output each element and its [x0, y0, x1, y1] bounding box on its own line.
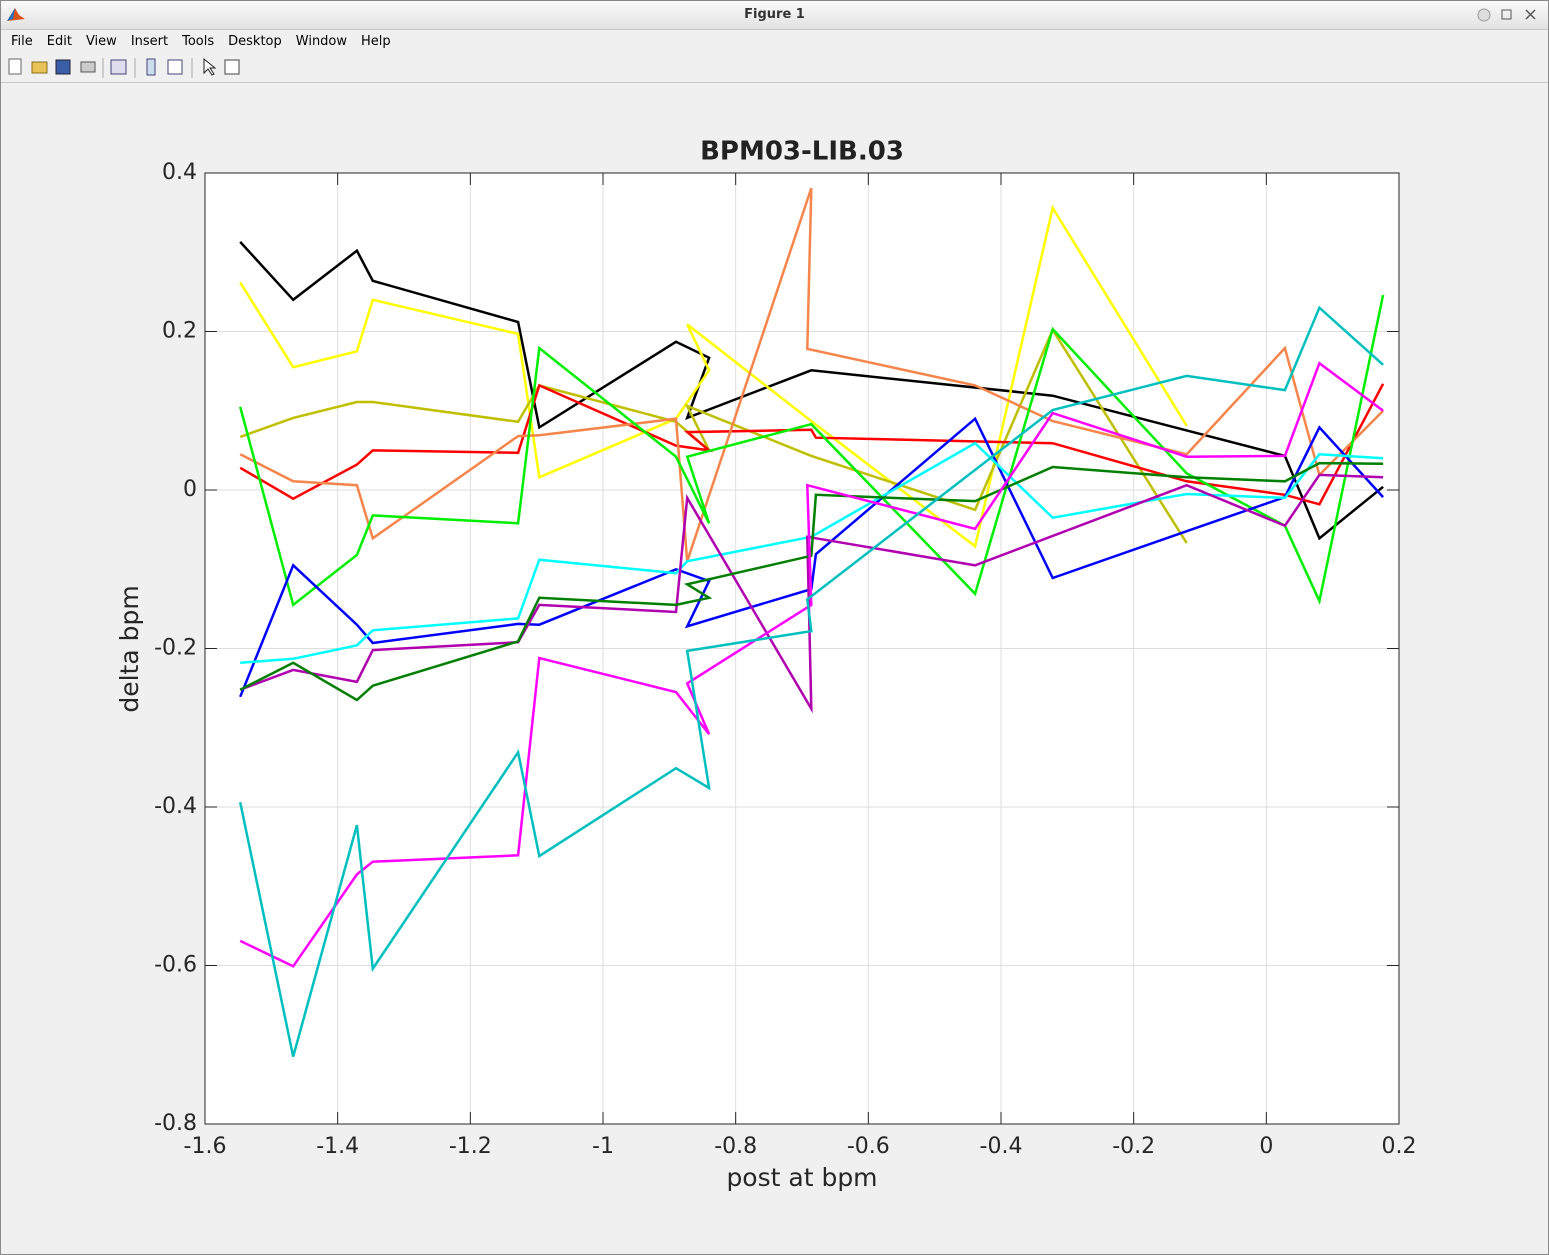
toolbar-icons[interactable] — [1, 54, 261, 82]
y-tick-label: 0.2 — [162, 319, 197, 344]
y-tick-label: 0 — [183, 477, 197, 502]
x-tick-label: -1.6 — [184, 1134, 227, 1159]
menu-item[interactable]: Desktop — [228, 34, 282, 49]
data-line — [239, 187, 1384, 562]
data-line — [239, 383, 1385, 506]
x-tick-label: 0 — [1259, 1134, 1273, 1159]
x-tick-label: 0.2 — [1382, 1134, 1417, 1159]
y-tick-label: -0.2 — [154, 636, 197, 661]
chart-title: BPM03-LIB.03 — [700, 137, 904, 167]
chart: BPM03-LIB.03 post at bpm delta bpm -1.6-… — [115, 137, 1417, 1193]
menu-item[interactable]: View — [85, 34, 117, 49]
data-line — [239, 241, 1384, 541]
y-axis-label: delta bpm — [115, 585, 144, 712]
menu-bar: File Edit View Insert Tools Desktop Window Help — [1, 30, 1548, 54]
y-tick-label: -0.4 — [154, 794, 197, 819]
menu-item[interactable]: File — [11, 34, 33, 49]
menu-item[interactable]: Edit — [46, 34, 72, 49]
y-tick-label: -0.8 — [154, 1111, 197, 1136]
data-line — [238, 305, 1384, 1057]
title-bar: Figure 1 — [1, 1, 1548, 30]
window-title: Figure 1 — [744, 7, 805, 22]
app-icon — [7, 8, 25, 21]
menu-item[interactable]: Window — [295, 34, 348, 49]
axes-box — [204, 172, 1400, 1125]
data-line — [239, 361, 1384, 968]
data-line — [239, 461, 1384, 702]
x-tick-label: -0.2 — [1112, 1134, 1155, 1159]
x-tick-label: -0.6 — [847, 1134, 890, 1159]
x-tick-label: -1.2 — [449, 1134, 492, 1159]
data-line — [240, 441, 1384, 665]
toolbar — [1, 54, 1548, 83]
menu-item[interactable]: Insert — [130, 34, 169, 49]
x-tick-label: -0.4 — [980, 1134, 1023, 1159]
menu-item[interactable]: Help — [361, 34, 391, 49]
x-tick-label: -0.8 — [714, 1134, 757, 1159]
data-line — [239, 473, 1384, 714]
y-tick-label: 0.4 — [162, 160, 197, 185]
x-tick-label: -1.4 — [316, 1134, 359, 1159]
data-line — [238, 294, 1385, 608]
menu-item[interactable]: Tools — [182, 34, 215, 49]
y-tick-label: -0.6 — [154, 953, 197, 978]
window-controls[interactable] — [1472, 5, 1542, 25]
x-tick-label: -1 — [592, 1134, 614, 1159]
x-axis-label: post at bpm — [726, 1163, 877, 1192]
